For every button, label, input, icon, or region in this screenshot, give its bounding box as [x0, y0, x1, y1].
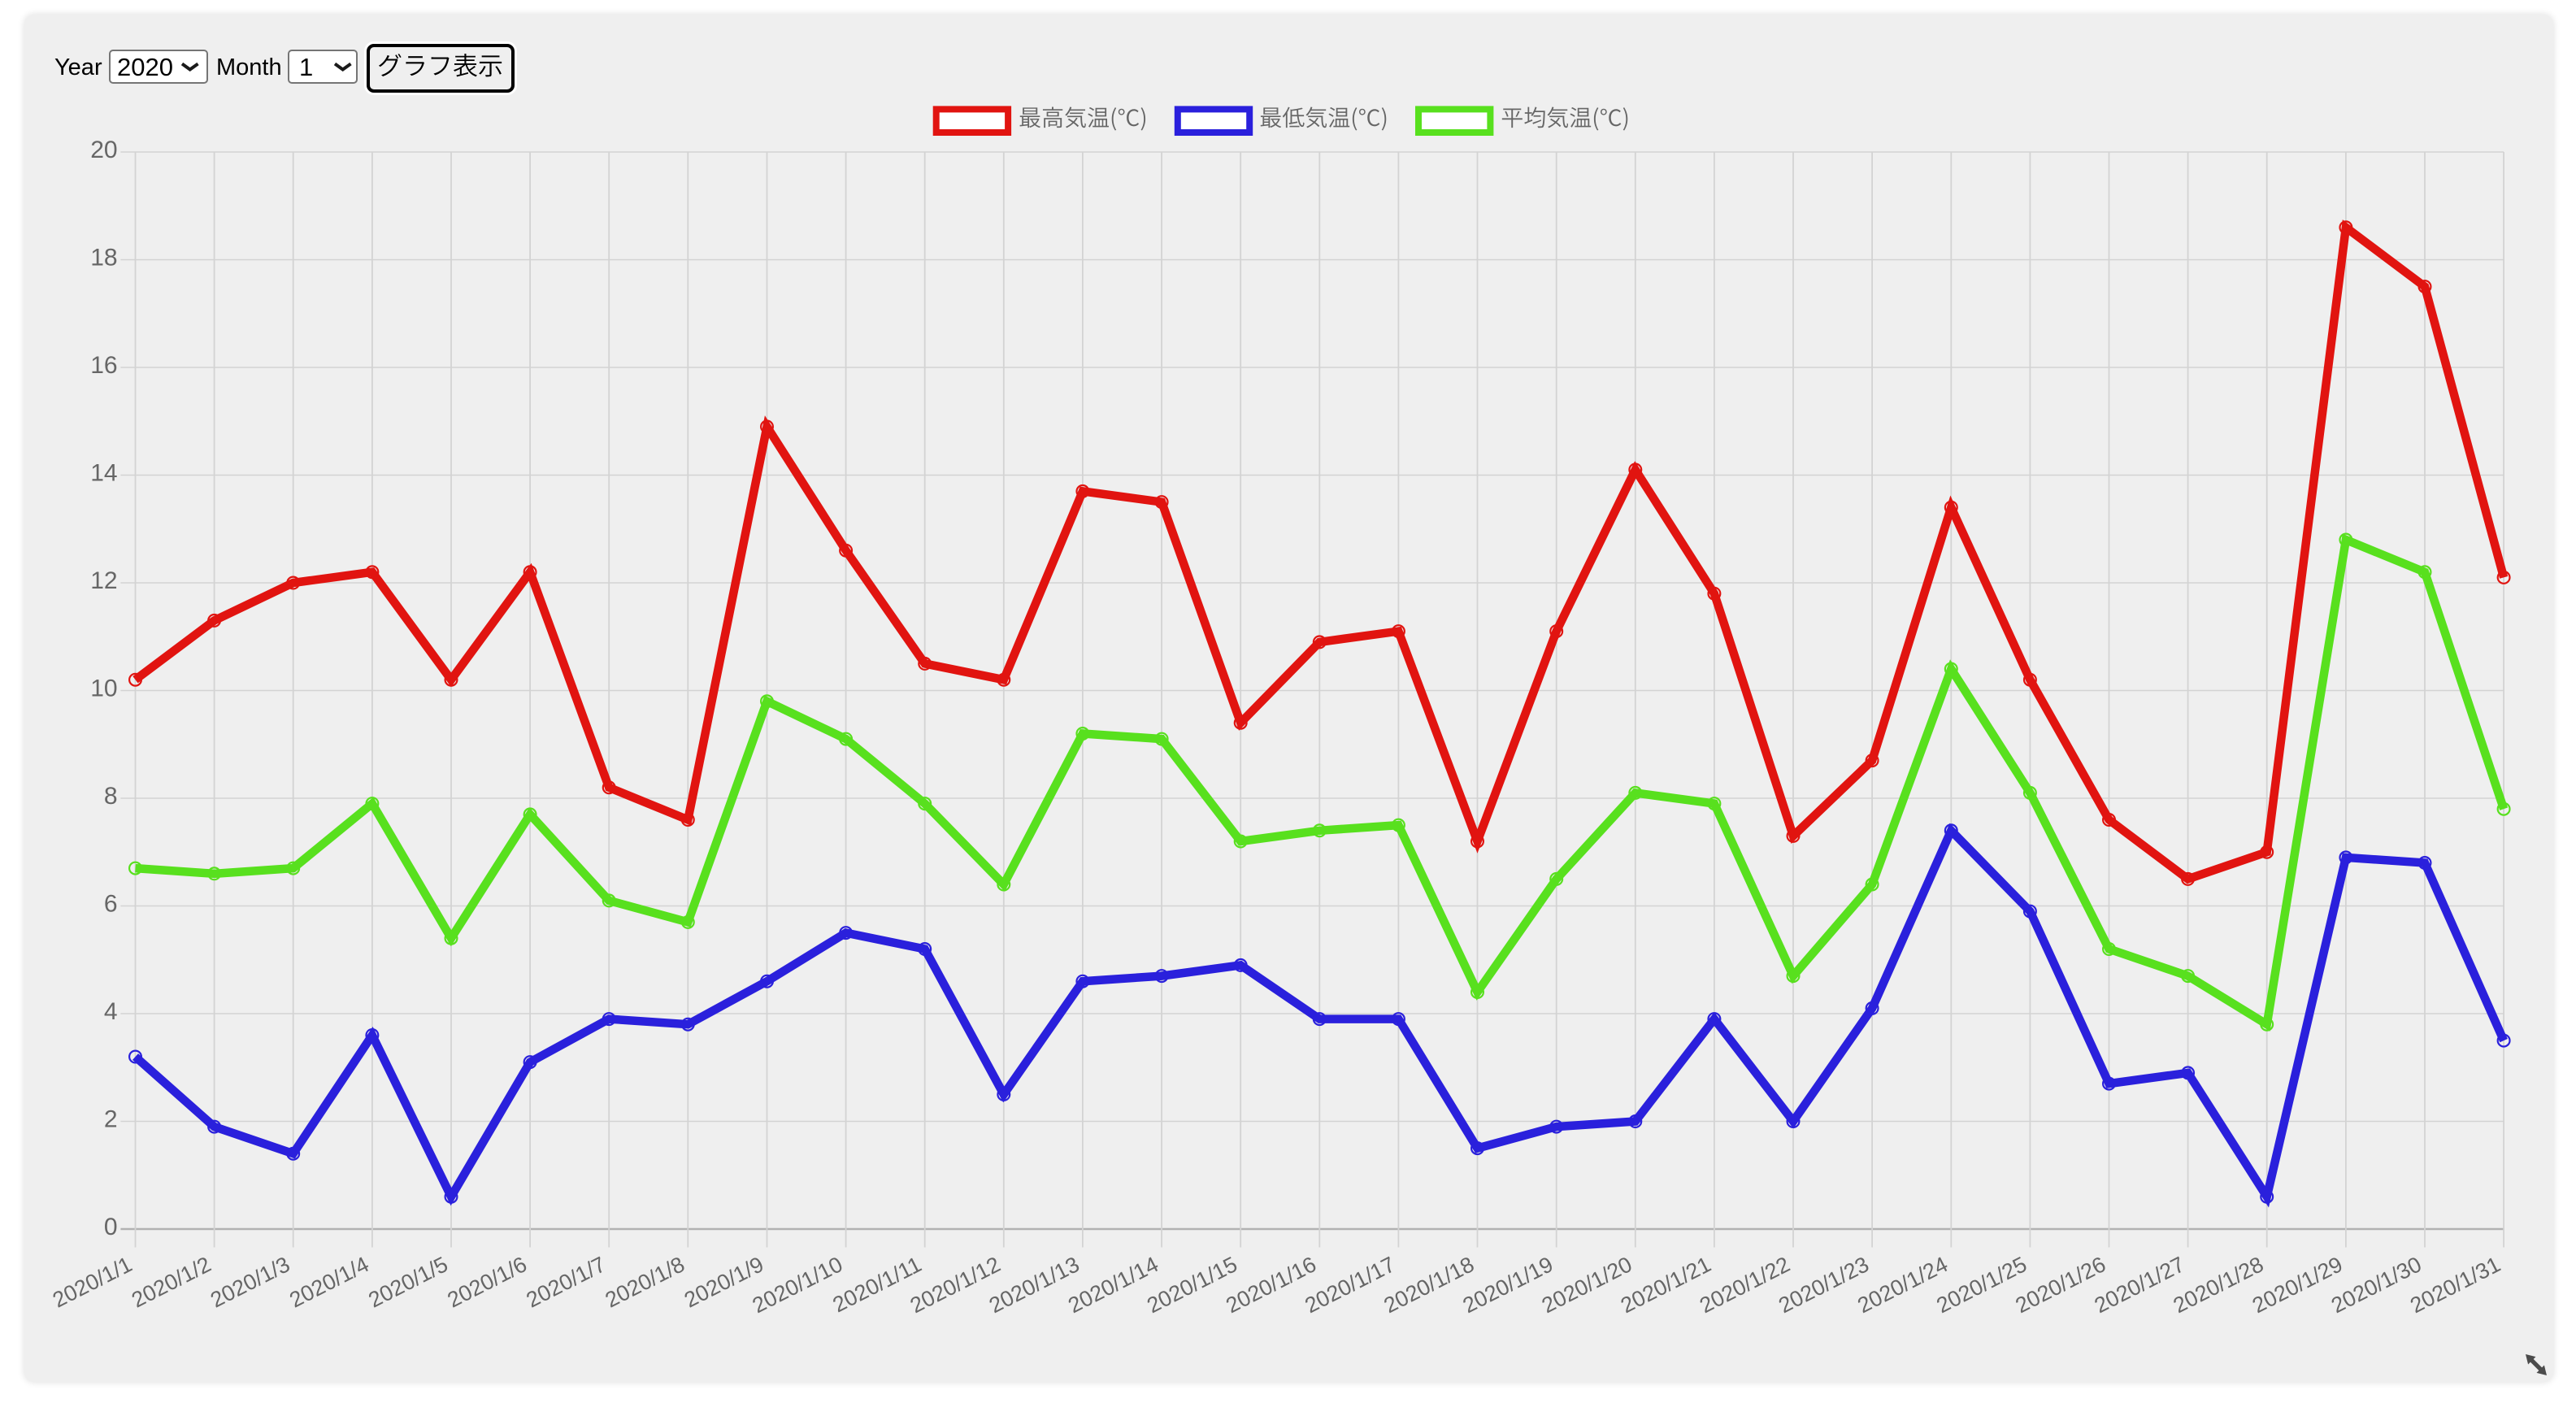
- svg-text:2020/1/4: 2020/1/4: [285, 1252, 372, 1312]
- svg-text:2020/1/12: 2020/1/12: [906, 1252, 1005, 1318]
- svg-text:2020/1/21: 2020/1/21: [1617, 1252, 1715, 1318]
- svg-text:6: 6: [104, 891, 118, 918]
- svg-text:2020/1/30: 2020/1/30: [2327, 1252, 2426, 1318]
- svg-text:2020/1/13: 2020/1/13: [985, 1252, 1084, 1318]
- svg-text:2020/1/23: 2020/1/23: [1775, 1252, 1873, 1318]
- svg-text:2020/1/7: 2020/1/7: [523, 1252, 610, 1312]
- svg-text:2020/1/18: 2020/1/18: [1380, 1252, 1479, 1318]
- svg-text:2020/1/17: 2020/1/17: [1301, 1252, 1399, 1318]
- svg-text:2020/1/11: 2020/1/11: [829, 1252, 926, 1317]
- svg-text:16: 16: [90, 352, 117, 379]
- svg-text:2020/1/31: 2020/1/31: [2406, 1252, 2504, 1318]
- svg-text:2020/1/25: 2020/1/25: [1932, 1252, 2031, 1318]
- svg-text:2020/1/27: 2020/1/27: [2091, 1252, 2189, 1318]
- svg-text:4: 4: [104, 998, 118, 1025]
- svg-text:2020/1/2: 2020/1/2: [128, 1252, 215, 1312]
- svg-text:8: 8: [104, 783, 118, 810]
- svg-text:2020/1/6: 2020/1/6: [444, 1252, 531, 1312]
- svg-text:2020/1/15: 2020/1/15: [1143, 1252, 1241, 1318]
- svg-text:12: 12: [90, 567, 117, 594]
- svg-text:18: 18: [90, 245, 117, 271]
- svg-text:0: 0: [104, 1214, 118, 1240]
- svg-text:2020/1/14: 2020/1/14: [1064, 1252, 1162, 1318]
- svg-text:2020/1/5: 2020/1/5: [364, 1252, 451, 1312]
- svg-text:2020/1/24: 2020/1/24: [1853, 1252, 1952, 1318]
- svg-text:10: 10: [90, 675, 117, 702]
- svg-text:2: 2: [104, 1106, 118, 1133]
- svg-text:2020/1/28: 2020/1/28: [2170, 1252, 2268, 1318]
- svg-text:2020/1/3: 2020/1/3: [206, 1252, 293, 1312]
- svg-text:2020/1/10: 2020/1/10: [749, 1252, 847, 1318]
- svg-text:2020/1/22: 2020/1/22: [1696, 1252, 1794, 1318]
- svg-text:14: 14: [90, 460, 117, 487]
- svg-text:2020/1/19: 2020/1/19: [1459, 1252, 1557, 1318]
- svg-text:2020/1/29: 2020/1/29: [2248, 1252, 2347, 1318]
- svg-text:2020/1/8: 2020/1/8: [602, 1252, 689, 1312]
- svg-text:2020/1/26: 2020/1/26: [2012, 1252, 2110, 1318]
- svg-text:2020/1/20: 2020/1/20: [1538, 1252, 1636, 1318]
- svg-text:2020/1/1: 2020/1/1: [49, 1252, 136, 1312]
- svg-text:2020/1/16: 2020/1/16: [1222, 1252, 1320, 1318]
- svg-text:20: 20: [90, 137, 117, 163]
